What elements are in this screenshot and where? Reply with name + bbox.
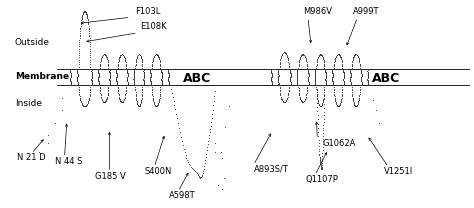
Text: Outside: Outside [15, 37, 50, 47]
Text: Inside: Inside [15, 99, 42, 109]
Text: V1251I: V1251I [383, 167, 413, 176]
Text: S400N: S400N [145, 167, 172, 176]
Text: G185 V: G185 V [95, 172, 126, 181]
Text: F103L: F103L [136, 6, 161, 16]
Text: N 21 D: N 21 D [17, 153, 46, 162]
Text: E108K: E108K [140, 22, 167, 31]
Text: ABC: ABC [182, 72, 211, 85]
Text: G1062A: G1062A [322, 139, 356, 148]
Text: ABC: ABC [372, 72, 400, 85]
Text: Q1107P: Q1107P [306, 175, 338, 184]
Text: N 44 S: N 44 S [55, 157, 82, 166]
Text: A893S/T: A893S/T [254, 165, 288, 174]
Text: A999T: A999T [353, 6, 379, 16]
Text: A598T: A598T [168, 191, 195, 201]
Text: Membrane: Membrane [15, 72, 69, 81]
Text: M986V: M986V [303, 6, 332, 16]
